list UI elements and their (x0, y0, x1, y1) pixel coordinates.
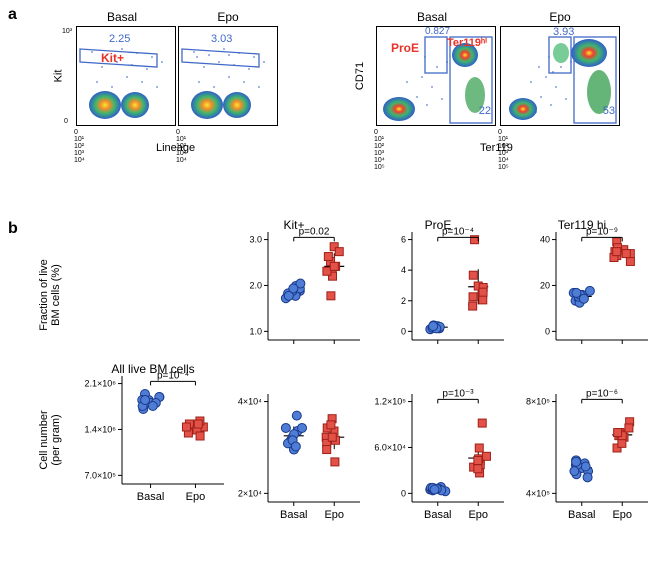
svg-text:3.0: 3.0 (249, 235, 262, 245)
flow-plot-cd71-basal: 0.827 22 ProE Ter119ʰⁱ (376, 26, 496, 126)
cd71-basal-bottom-gate: 22 (479, 105, 491, 117)
scatter-title: Kit+ (228, 218, 360, 232)
y-title-fraction: Fraction of liveBM cells (%) (38, 235, 62, 355)
svg-text:Basal: Basal (568, 509, 596, 521)
svg-text:2.0: 2.0 (249, 280, 262, 290)
svg-text:40: 40 (540, 235, 550, 245)
svg-text:20: 20 (540, 280, 550, 290)
scatter-Kit+: Kit+ 1.0 2.0 3.0 p=0.02 (228, 218, 360, 355)
flow-epo-title: Epo (178, 10, 278, 24)
svg-text:Epo: Epo (612, 509, 632, 521)
svg-text:p=10⁻⁴: p=10⁻⁴ (442, 226, 474, 237)
cd71-epo-title: Epo (500, 10, 620, 24)
proe-label: ProE (391, 41, 419, 55)
svg-text:0: 0 (401, 488, 406, 498)
flow-plot-cd71-epo: 3.93 53 (500, 26, 620, 126)
svg-text:Basal: Basal (424, 509, 452, 521)
panel-b-label: b (8, 220, 18, 238)
svg-text:Epo: Epo (324, 509, 344, 521)
flow-plot-kit-epo: 3.03 (178, 26, 278, 126)
svg-text:8×10⁵: 8×10⁵ (526, 397, 550, 407)
flow-basal-title: Basal (72, 10, 172, 24)
svg-text:2×10⁴: 2×10⁴ (238, 488, 262, 498)
svg-text:6.0×10⁴: 6.0×10⁴ (374, 442, 406, 452)
svg-text:2: 2 (401, 296, 406, 306)
scatter-Ter119 hi: Ter119 hi 0 20 40 p=10⁻⁹ (516, 218, 648, 355)
scatter-title: Ter119 hi (516, 218, 648, 232)
scatter-title: All live BM cells (82, 362, 224, 376)
scatter-plot: 4×10⁵8×10⁵p=10⁻⁶BasalEpo (516, 378, 648, 517)
svg-text:7.0×10⁵: 7.0×10⁵ (84, 470, 116, 480)
svg-text:p=10⁻³: p=10⁻³ (442, 388, 474, 399)
kit-basal-gate-value: 2.25 (109, 33, 130, 45)
kit-epo-gate-value: 3.03 (211, 33, 232, 45)
scatter-ProE: ProE 0 2 4 6 p=10⁻⁴ (372, 218, 504, 355)
svg-text:Basal: Basal (280, 509, 308, 521)
svg-text:2.1×10⁶: 2.1×10⁶ (85, 379, 117, 389)
svg-text:1.0: 1.0 (249, 326, 262, 336)
cd71-epo-top-gate: 3.93 (553, 26, 574, 38)
scatter-All live BM cells: All live BM cells 7.0×10⁵ 1.4×10⁶ 2.1×10⁶ p=… (82, 362, 224, 499)
ter119hi-label: Ter119ʰⁱ (447, 36, 487, 49)
kit-plus-label: Kit+ (101, 51, 124, 65)
svg-text:4×10⁵: 4×10⁵ (526, 488, 550, 498)
svg-text:0: 0 (545, 326, 550, 336)
flow-plot-kit-basal: 2.25 Kit+ (76, 26, 176, 126)
y-title-cellnum: Cell number(per gram) (38, 380, 62, 500)
svg-text:1.2×10⁵: 1.2×10⁵ (374, 397, 406, 407)
svg-text:0: 0 (401, 326, 406, 336)
svg-text:Basal: Basal (137, 491, 165, 503)
scatter-plot: 06.0×10⁴1.2×10⁵p=10⁻³BasalEpo (372, 378, 504, 517)
scatter-plot: 2×10⁴4×10⁴BasalEpo (228, 378, 360, 517)
svg-text:Epo: Epo (468, 509, 488, 521)
svg-text:p=10⁻⁹: p=10⁻⁹ (586, 226, 618, 237)
svg-text:1.4×10⁶: 1.4×10⁶ (85, 424, 117, 434)
kit-y-axis: Kit (52, 70, 64, 83)
svg-text:Epo: Epo (186, 491, 206, 503)
svg-text:p=10⁻⁴: p=10⁻⁴ (157, 370, 189, 381)
scatter-title: ProE (372, 218, 504, 232)
cd71-epo-bottom-gate: 53 (603, 105, 615, 117)
svg-text:p=10⁻⁶: p=10⁻⁶ (586, 388, 618, 399)
svg-text:p=0.02: p=0.02 (299, 226, 330, 237)
panel-a-label: a (8, 6, 17, 24)
svg-text:4: 4 (401, 265, 406, 275)
cd71-y-axis: CD71 (354, 62, 366, 90)
svg-text:6: 6 (401, 235, 406, 245)
svg-text:4×10⁴: 4×10⁴ (238, 397, 262, 407)
cd71-basal-title: Basal (372, 10, 492, 24)
